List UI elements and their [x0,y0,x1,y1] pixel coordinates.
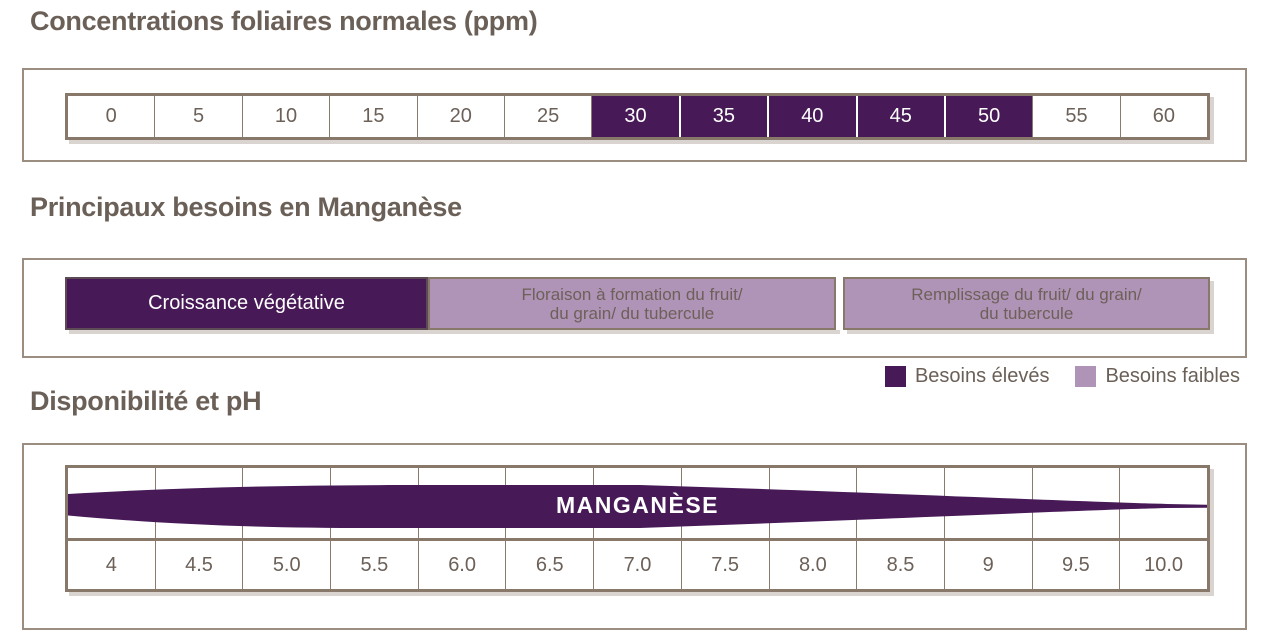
concentrations-panel: 0 5 10 15 20 25 30 35 40 45 50 55 60 [22,68,1247,162]
ph-cell: 4 [105,553,117,576]
legend-label-besoins-faibles: Besoins faibles [1105,365,1240,387]
segment-divider [836,277,843,330]
ph-cell: 8.0 [768,541,857,589]
concentration-cell-highlighted: 40 [767,96,856,137]
concentration-cell-highlighted: 35 [678,96,768,137]
ph-cell: 6.5 [505,541,593,589]
ph-cell: 8.5 [856,541,944,589]
segment-label-line: Floraison à formation du fruit/ [521,284,743,304]
legend-swatch-besoins-faibles [1075,366,1097,387]
ph-cell: 9.5 [1031,541,1120,589]
besoins-segment-remplissage: Remplissage du fruit/ du grain/ du tuber… [843,277,1210,330]
segment-label-line: Croissance végétative [148,292,345,314]
concentration-cell-highlighted: 45 [855,96,944,137]
section-title-disponibilite: Disponibilité et pH [30,386,262,416]
concentration-cell-highlighted: 30 [591,96,679,137]
segment-label-line: Remplissage du fruit/ du grain/ [911,284,1142,304]
ph-cell: 4.5 [154,541,243,589]
legend-label-besoins-eleves: Besoins élevés [914,365,1050,387]
availability-ph-chart: MANGANÈSE 4 4.5 5.0 5.5 6.0 6.5 7.0 7.5 … [65,465,1210,592]
ph-scale-row: 4 4.5 5.0 5.5 6.0 6.5 7.0 7.5 8.0 8.5 9 … [68,541,1207,589]
legend-swatch-besoins-eleves [884,366,906,387]
besoins-segment-floraison: Floraison à formation du fruit/ du grain… [428,277,836,330]
besoins-legend: Besoins élevés Besoins faibles [884,365,1240,388]
ph-cell: 10.0 [1119,541,1207,589]
section-title-besoins: Principaux besoins en Manganèse [30,192,462,222]
availability-spindle-path [68,485,1207,529]
section-title-concentrations: Concentrations foliaires normales (ppm) [30,6,538,36]
concentration-cell: 10 [241,96,329,137]
segment-label-line: du tubercule [979,303,1074,323]
ph-cell: 9 [943,541,1032,589]
concentration-cell: 5 [154,96,241,137]
concentration-scale-table: 0 5 10 15 20 25 30 35 40 45 50 55 60 [65,93,1210,140]
element-name-label: MANGANÈSE [555,492,719,518]
disponibilite-panel: MANGANÈSE 4 4.5 5.0 5.5 6.0 6.5 7.0 7.5 … [22,443,1247,630]
concentration-cell: 55 [1032,96,1119,137]
besoins-bar: Croissance végétative Floraison à format… [65,277,1210,330]
concentration-cell: 25 [503,96,591,137]
manganese-availability-shape [68,485,1207,529]
concentration-cell-highlighted: 50 [943,96,1033,137]
ph-cell: 6.0 [417,541,506,589]
besoins-segment-croissance: Croissance végétative [65,277,428,330]
besoins-panel: Croissance végétative Floraison à format… [22,258,1247,358]
segment-label-line: du grain/ du tubercule [549,303,715,323]
ph-cell: 7.0 [593,541,681,589]
ph-cell: 7.5 [680,541,769,589]
concentration-cell: 20 [416,96,504,137]
concentration-cell: 15 [329,96,416,137]
ph-cell: 5.0 [242,541,330,589]
ph-cell: 5.5 [330,541,418,589]
concentration-cell: 0 [105,105,117,127]
availability-band-row: MANGANÈSE [68,468,1207,541]
concentration-cell: 60 [1119,96,1207,137]
